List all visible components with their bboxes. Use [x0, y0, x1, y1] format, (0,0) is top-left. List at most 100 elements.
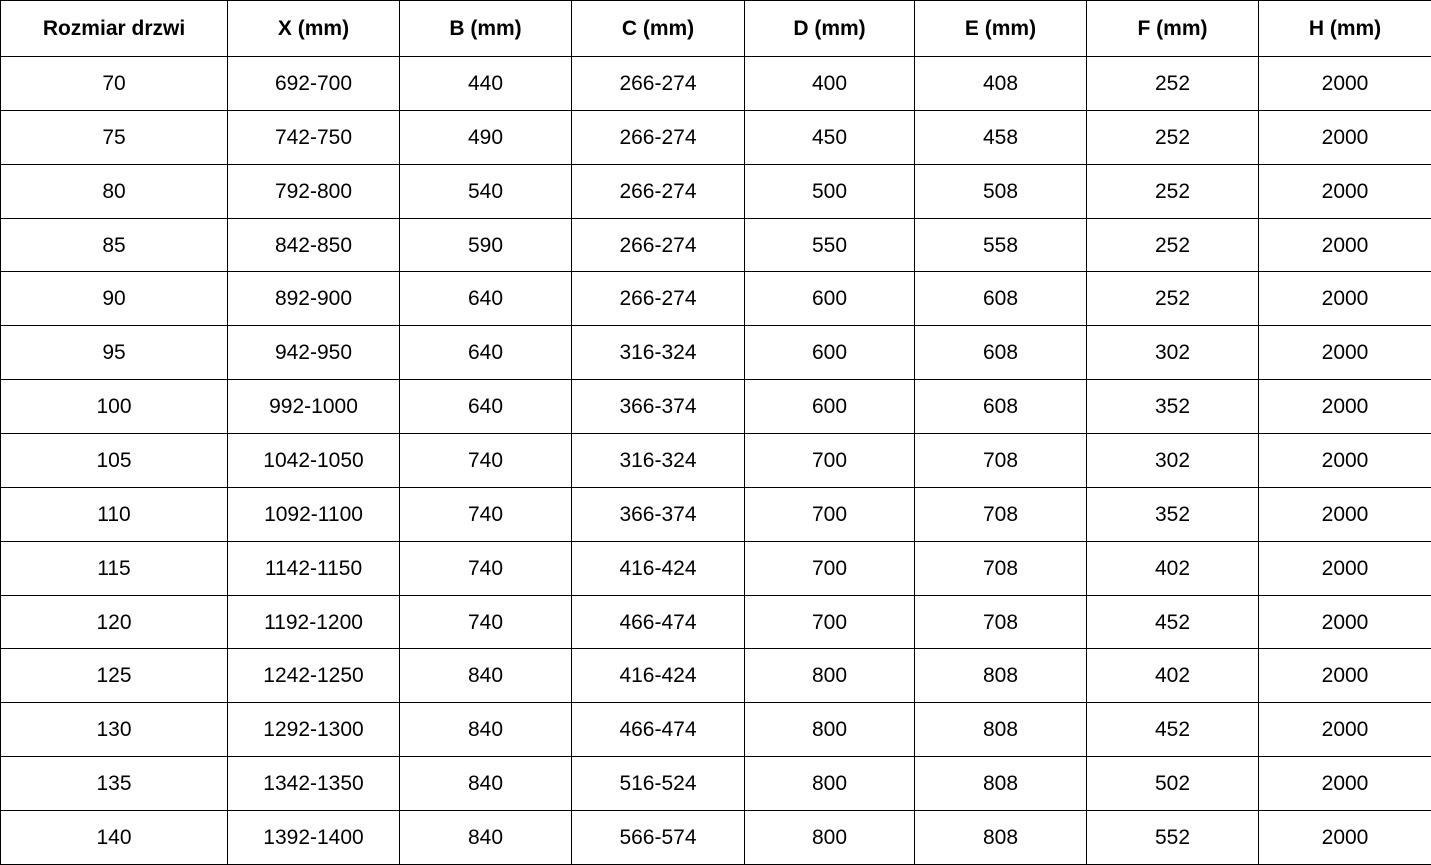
table-cell: 2000	[1258, 594, 1431, 650]
table-cell: 402	[1086, 540, 1259, 596]
table-cell: 125	[0, 648, 228, 704]
table-cell: 840	[399, 702, 572, 758]
table-cell: 366-374	[571, 486, 745, 542]
table-cell: 842-850	[227, 217, 400, 273]
table-row: 135 1342-1350 840 516-524 800 808 502 2000	[0, 756, 1431, 812]
table-cell: 700	[744, 594, 915, 650]
table-cell: 608	[914, 325, 1087, 381]
column-header: H (mm)	[1258, 0, 1431, 57]
table-cell: 100	[0, 379, 228, 435]
table-cell: 110	[0, 486, 228, 542]
table-cell: 452	[1086, 702, 1259, 758]
table-cell: 2000	[1258, 540, 1431, 596]
table-cell: 540	[399, 163, 572, 219]
table-cell: 490	[399, 109, 572, 165]
table-cell: 75	[0, 109, 228, 165]
table-cell: 90	[0, 271, 228, 327]
table-row: 105 1042-1050 740 316-324 700 708 302 2000	[0, 433, 1431, 488]
table-cell: 2000	[1258, 379, 1431, 435]
table-cell: 708	[914, 594, 1087, 650]
column-header: E (mm)	[914, 0, 1087, 57]
table-cell: 130	[0, 702, 228, 758]
table-cell: 708	[914, 486, 1087, 542]
table-cell: 140	[0, 810, 228, 865]
table-cell: 600	[744, 325, 915, 381]
table-cell: 466-474	[571, 702, 745, 758]
table-cell: 70	[0, 56, 228, 111]
table-cell: 550	[744, 217, 915, 273]
table-cell: 2000	[1258, 756, 1431, 812]
table-cell: 808	[914, 810, 1087, 865]
table-cell: 266-274	[571, 217, 745, 273]
table-cell: 266-274	[571, 163, 745, 219]
table-cell: 366-374	[571, 379, 745, 435]
table-cell: 2000	[1258, 271, 1431, 327]
table-row: 130 1292-1300 840 466-474 800 808 452 2000	[0, 702, 1431, 758]
table-cell: 808	[914, 702, 1087, 758]
table-cell: 1042-1050	[227, 433, 400, 488]
table-cell: 266-274	[571, 56, 745, 111]
table-cell: 692-700	[227, 56, 400, 111]
table-cell: 740	[399, 433, 572, 488]
table-cell: 708	[914, 540, 1087, 596]
table-cell: 2000	[1258, 217, 1431, 273]
table-row: 140 1392-1400 840 566-574 800 808 552 2000	[0, 810, 1431, 865]
table-cell: 302	[1086, 433, 1259, 488]
table-cell: 590	[399, 217, 572, 273]
table-cell: 600	[744, 271, 915, 327]
table-cell: 740	[399, 540, 572, 596]
table-cell: 95	[0, 325, 228, 381]
table-cell: 316-324	[571, 433, 745, 488]
table-cell: 800	[744, 756, 915, 812]
table-row: 80 792-800 540 266-274 500 508 252 2000	[0, 163, 1431, 219]
table-cell: 1092-1100	[227, 486, 400, 542]
table-cell: 452	[1086, 594, 1259, 650]
table-cell: 2000	[1258, 648, 1431, 704]
table-body: 70 692-700 440 266-274 400 408 252 2000 75 742-75…	[0, 56, 1431, 865]
table-cell: 792-800	[227, 163, 400, 219]
table-cell: 840	[399, 756, 572, 812]
table-cell: 608	[914, 271, 1087, 327]
table-cell: 302	[1086, 325, 1259, 381]
table-cell: 808	[914, 756, 1087, 812]
table-cell: 740	[399, 594, 572, 650]
table-cell: 316-324	[571, 325, 745, 381]
table-cell: 266-274	[571, 271, 745, 327]
table-cell: 800	[744, 648, 915, 704]
table-cell: 1142-1150	[227, 540, 400, 596]
table-cell: 740	[399, 486, 572, 542]
column-header: X (mm)	[227, 0, 400, 57]
table-row: 125 1242-1250 840 416-424 800 808 402 2000	[0, 648, 1431, 704]
table-cell: 508	[914, 163, 1087, 219]
table-row: 95 942-950 640 316-324 600 608 302 2000	[0, 325, 1431, 381]
table-cell: 352	[1086, 486, 1259, 542]
table-cell: 2000	[1258, 109, 1431, 165]
table-cell: 892-900	[227, 271, 400, 327]
table-cell: 408	[914, 56, 1087, 111]
table-row: 110 1092-1100 740 366-374 700 708 352 2000	[0, 486, 1431, 542]
table-cell: 1242-1250	[227, 648, 400, 704]
table-cell: 808	[914, 648, 1087, 704]
table-cell: 252	[1086, 163, 1259, 219]
column-header: C (mm)	[571, 0, 745, 57]
table-row: 75 742-750 490 266-274 450 458 252 2000	[0, 109, 1431, 165]
table-cell: 2000	[1258, 163, 1431, 219]
table-cell: 440	[399, 56, 572, 111]
table-cell: 1342-1350	[227, 756, 400, 812]
table-row: 70 692-700 440 266-274 400 408 252 2000	[0, 56, 1431, 111]
table-cell: 2000	[1258, 433, 1431, 488]
table-cell: 1392-1400	[227, 810, 400, 865]
column-header: B (mm)	[399, 0, 572, 57]
table-cell: 640	[399, 271, 572, 327]
table-cell: 840	[399, 648, 572, 704]
table-cell: 458	[914, 109, 1087, 165]
table-row: 120 1192-1200 740 466-474 700 708 452 2000	[0, 594, 1431, 650]
table-cell: 800	[744, 702, 915, 758]
table-cell: 402	[1086, 648, 1259, 704]
table-cell: 2000	[1258, 810, 1431, 865]
table-cell: 352	[1086, 379, 1259, 435]
column-header: Rozmiar drzwi	[0, 0, 228, 57]
table-cell: 400	[744, 56, 915, 111]
table-cell: 558	[914, 217, 1087, 273]
table-cell: 640	[399, 379, 572, 435]
